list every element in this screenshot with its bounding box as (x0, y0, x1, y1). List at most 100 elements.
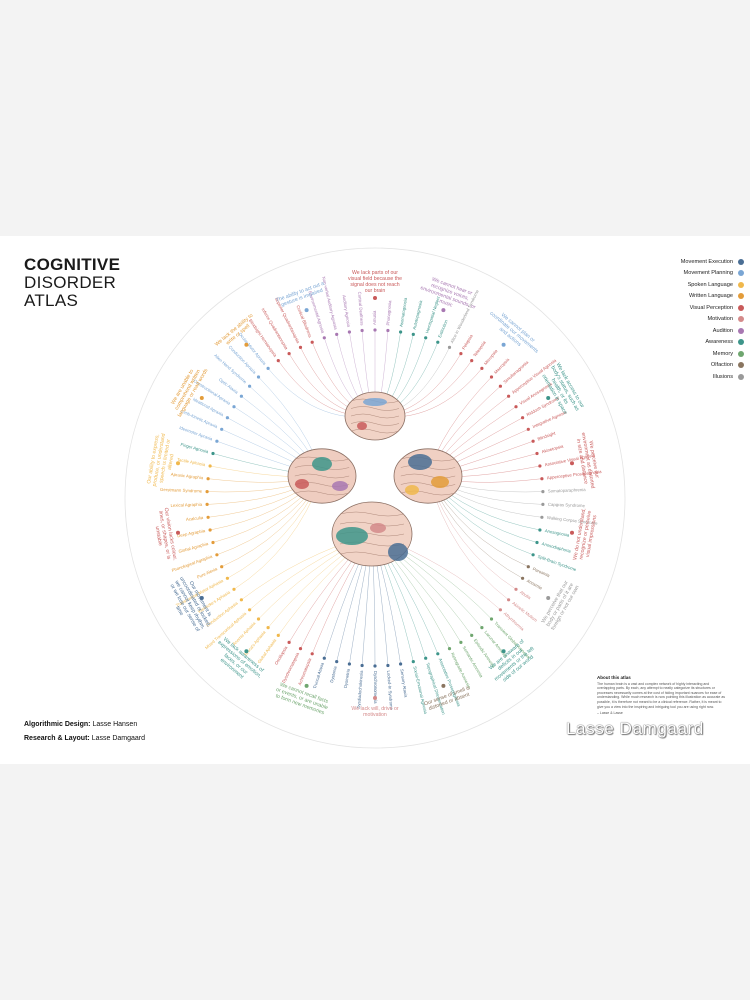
disorder-dot-icon (424, 336, 428, 340)
title-line-1: COGNITIVE (24, 255, 121, 274)
about-heading: About this atlas (597, 675, 631, 680)
caption-dot-icon (176, 461, 180, 466)
disorder-dot-icon (526, 565, 530, 569)
disorder-dot-icon (498, 608, 502, 612)
disorder-dot-icon (436, 652, 440, 656)
disorder-dot-icon (256, 375, 261, 379)
legend-label: Spoken Language (687, 281, 733, 288)
brain-fold (350, 421, 400, 426)
legend-dot-icon (738, 270, 744, 277)
watermark-text: Lasse Damgaard (566, 719, 704, 738)
layout-name: Lasse Damgaard (91, 735, 146, 742)
brain-fold (400, 482, 456, 487)
legend-label: Olfaction (710, 362, 733, 369)
disorder-label: Anosmia (526, 578, 544, 591)
disorder-label: Amusia (372, 310, 377, 325)
disorder-label: Social-Emotional Agnosia (412, 666, 428, 715)
disorder-dot-icon (206, 477, 210, 481)
caption-dot-icon (304, 683, 309, 688)
caption-dot-icon (199, 596, 204, 600)
disorder-dot-icon (205, 502, 209, 506)
disorder-dot-icon (276, 359, 280, 363)
brain-region (332, 481, 348, 491)
disorder-dot-icon (411, 660, 415, 664)
disorder-label: Blindsight (537, 430, 557, 441)
disorder-dot-icon (360, 328, 364, 333)
atlas-title: COGNITIVE DISORDER ATLAS (24, 256, 120, 310)
legend-dot-icon (738, 293, 744, 300)
disorder-label: Anosognosia (544, 528, 570, 538)
disorder-dot-icon (399, 330, 403, 334)
layout-label: Research & Layout: (24, 735, 90, 742)
disorder-label: Dysdiadochokinesia (356, 670, 364, 709)
brain-region (408, 454, 432, 470)
disorder-label: Oscillopsia (274, 645, 289, 666)
legend-item: Spoken Language (654, 279, 744, 291)
brain-region (357, 422, 367, 430)
caption-dot-icon (244, 649, 249, 654)
legend-label: Movement Execution (680, 258, 733, 265)
disorder-dot-icon (526, 427, 530, 431)
disorder-dot-icon (248, 608, 252, 612)
legend-label: Memory (712, 350, 733, 357)
legend-item: Movement Planning (654, 268, 744, 280)
disorder-label: Cortical Deafness (357, 291, 365, 325)
disorder-label: Acalculia (186, 515, 204, 522)
brain-fold (400, 473, 456, 479)
design-name: Lasse Hansen (92, 721, 138, 728)
disorder-dot-icon (480, 366, 484, 370)
disorder-label: Asomatognosia (399, 297, 409, 328)
caption-dot-icon (546, 596, 551, 600)
brain-region (388, 543, 408, 561)
disorder-dot-icon (220, 427, 224, 431)
category-caption: Our vision lacks colour,lines, or shapes… (151, 507, 178, 563)
credits: Algorithmic Design: Lasse Hansen Researc… (24, 718, 145, 746)
disorder-dot-icon (538, 464, 542, 468)
legend-label: Motivation (707, 316, 734, 323)
disorder-label: Dyschronometria (373, 671, 378, 704)
category-caption: We lack access to ourbody's status, such… (539, 362, 585, 418)
disorder-label: Optic Ataxia (218, 377, 240, 395)
caption-dot-icon (441, 308, 446, 313)
legend-label: Movement Planning (683, 270, 733, 277)
about-this-atlas: About this atlas The human brain is a va… (597, 675, 727, 716)
disorder-dot-icon (232, 405, 236, 409)
disorder-dot-icon (360, 663, 364, 668)
disorder-dot-icon (540, 477, 544, 481)
disorder-label: Auditory Agnosia (342, 295, 352, 328)
disorder-label: Pure Alexia (196, 566, 218, 580)
about-signature: – Lasse & Lasse (597, 711, 623, 716)
disorder-label: Dystonia (329, 665, 338, 683)
caption-line: signal does not reach (350, 282, 399, 288)
disorder-dot-icon (514, 587, 518, 591)
legend-item: Written Language (654, 291, 744, 303)
caption-line: We lack will, drive or (351, 706, 398, 712)
disorder-label: Extinction (437, 319, 449, 339)
disorder-dot-icon (531, 553, 535, 557)
caption-dot-icon (373, 296, 377, 300)
legend-label: Written Language (688, 293, 733, 300)
legend-label: Awareness (705, 339, 733, 346)
disorder-dot-icon (211, 540, 215, 545)
caption-dot-icon (570, 461, 574, 466)
brain-region (370, 523, 386, 533)
disorder-label: Macropsia (493, 357, 511, 375)
legend-item: Visual Perception (654, 302, 744, 314)
brain-fold (350, 406, 400, 411)
disorder-dot-icon (208, 464, 212, 468)
brain-fold (350, 413, 400, 419)
disorder-dot-icon (266, 366, 270, 370)
caption-line: coordinate our movements (488, 310, 539, 354)
disorder-label: Autotopagnosia (412, 299, 424, 330)
disorder-label: Abulia (519, 590, 532, 601)
caption-dot-icon (199, 396, 204, 400)
disorder-label: Deep Agraphia (177, 528, 206, 538)
disorder-label: Sensory Ataxia (399, 669, 408, 699)
disorder-dot-icon (535, 451, 539, 456)
disorder-label: Locked-In Syndrome (386, 670, 394, 711)
disorder-dot-icon (322, 656, 326, 660)
category-caption: We are unable tocomprehend writtenlangua… (167, 362, 210, 419)
disorder-dot-icon (521, 416, 525, 420)
disorder-dot-icon (310, 340, 314, 344)
